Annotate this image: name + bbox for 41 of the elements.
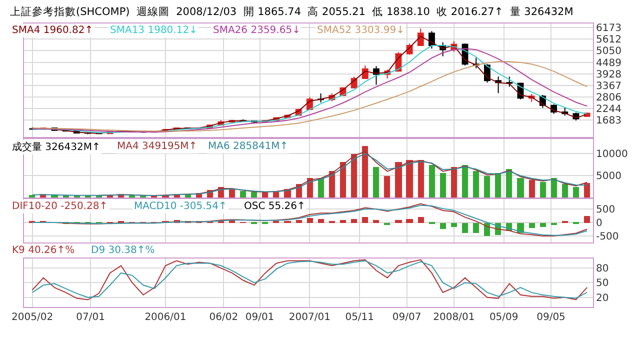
y-tick-label: -500 <box>596 231 619 242</box>
y-tick-label: 80 <box>596 264 609 275</box>
y-tick-label: 5000 <box>596 171 622 182</box>
chart-title: 上証參考指數(SHCOMP) 週線圖 2008/12/03 開 1865.74 高 2055.21 低 1838.10 收 2016.27↑ 量 326432M <box>10 5 574 18</box>
annotation: SMA13 1980.12↓ <box>110 25 198 36</box>
annotation: DIF10-20 -250.28↑ <box>12 201 108 212</box>
text: K9 40.26↑% <box>12 245 75 256</box>
annotation: SMA26 2359.65↓ <box>213 25 300 36</box>
annotation: MA4 349195M↑ <box>117 141 198 152</box>
y-tick-label: 4489 <box>596 58 622 69</box>
x-tick-label: 06/02 <box>209 312 238 324</box>
annotation: SMA52 3303.99↓ <box>317 25 404 36</box>
x-tick-label: 05/11 <box>345 312 374 324</box>
x-tick-label: 09/01 <box>245 312 274 324</box>
x-tick-label: 05/09 <box>489 312 518 324</box>
annotation: OSC 55.26↑ <box>244 201 306 212</box>
y-tick-label: 20 <box>596 292 609 304</box>
x-tick-label: 2005/02 <box>12 312 54 324</box>
x-tick-label: 2008/01 <box>433 312 475 324</box>
annotation: 成交量 326432M↑ <box>12 141 100 153</box>
y-tick-label: 10000 <box>596 149 628 160</box>
annotation: MACD10 -305.54↑ <box>134 201 227 212</box>
y-tick-label: 3928 <box>596 69 622 80</box>
x-tick-label: 2007/01 <box>288 312 330 324</box>
annotation: MA6 285841M↑ <box>208 141 288 152</box>
y-tick-label: 1683 <box>596 116 622 127</box>
y-tick-label: 6173 <box>596 23 622 34</box>
y-tick-label: 500 <box>596 204 616 216</box>
x-tick-label: 09/05 <box>536 312 566 324</box>
y-tick-label: 5612 <box>596 34 622 46</box>
y-tick-label: 0 <box>596 218 602 230</box>
x-tick-label: 09/07 <box>392 312 422 324</box>
y-tick-label: 5050 <box>596 46 622 58</box>
y-tick-label: 50 <box>596 278 609 290</box>
y-tick-label: 2806 <box>596 92 622 104</box>
annotation: SMA4 1960.82↑ <box>12 25 94 36</box>
text: D9 30.38↑% <box>91 245 155 256</box>
x-tick-label: 07/01 <box>76 312 105 324</box>
x-tick-label: 2006/01 <box>144 312 186 324</box>
y-tick-label: 2244 <box>596 104 622 116</box>
y-tick-label: 3367 <box>596 80 622 92</box>
